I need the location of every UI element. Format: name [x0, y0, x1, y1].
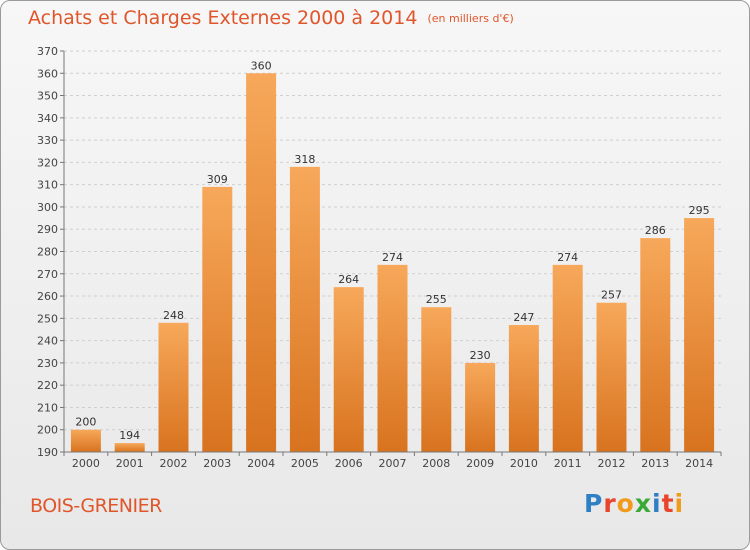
bar-value-label: 248: [163, 309, 184, 322]
bar-2007: [377, 264, 408, 452]
x-tick-label: 2002: [160, 457, 188, 470]
y-tick-label: 360: [37, 67, 58, 80]
bar-value-label: 318: [294, 153, 315, 166]
chart-subtitle: (en milliers d'€): [427, 12, 514, 25]
y-tick-label: 300: [37, 201, 58, 214]
y-tick-label: 290: [37, 223, 58, 236]
bar-value-label: 200: [75, 416, 96, 429]
logo-letter: r: [603, 489, 617, 518]
bar-value-label: 286: [645, 224, 666, 237]
bar-2006: [333, 287, 364, 452]
x-tick-label: 2006: [335, 457, 363, 470]
x-tick-label: 2001: [116, 457, 144, 470]
bar-2002: [158, 322, 189, 452]
y-tick-label: 310: [37, 179, 58, 192]
y-tick-label: 270: [37, 268, 58, 281]
x-tick-label: 2013: [641, 457, 669, 470]
x-tick-label: 2008: [422, 457, 450, 470]
y-tick-label: 200: [37, 424, 58, 437]
y-tick-label: 260: [37, 290, 58, 303]
bar-2011: [552, 264, 583, 452]
bar-2014: [684, 218, 715, 452]
bar-2000: [70, 429, 101, 452]
logo-letter: x: [634, 489, 652, 518]
bar-2001: [114, 443, 145, 452]
x-tick-label: 2005: [291, 457, 319, 470]
logo-letter: t: [661, 489, 675, 518]
x-tick-label: 2014: [685, 457, 713, 470]
bar-value-label: 309: [207, 173, 228, 186]
logo-letter: i: [674, 489, 685, 518]
chart-title: Achats et Charges Externes 2000 à 2014 (e…: [28, 7, 514, 29]
town-name: BOIS-GRENIER: [30, 495, 162, 517]
x-tick-label: 2000: [72, 457, 100, 470]
bar-2005: [289, 166, 320, 452]
bar-value-label: 360: [251, 59, 272, 72]
logo-letter: P: [584, 489, 604, 518]
bar-2008: [421, 307, 452, 452]
bar-value-label: 274: [557, 251, 578, 264]
y-tick-label: 370: [37, 45, 58, 58]
x-tick-label: 2009: [466, 457, 494, 470]
y-tick-label: 240: [37, 335, 58, 348]
y-tick-label: 230: [37, 357, 58, 370]
proxiti-logo: Proxiti: [584, 489, 684, 518]
bar-value-label: 194: [119, 429, 140, 442]
bar-value-label: 230: [470, 349, 491, 362]
x-tick-label: 2007: [379, 457, 407, 470]
axes: 190 200 210 220 230 240 250 260 270 280 290 300 310 3…: [37, 45, 722, 470]
y-tick-label: 220: [37, 379, 58, 392]
y-tick-label: 250: [37, 312, 58, 325]
x-tick-label: 2010: [510, 457, 538, 470]
y-tick-label: 320: [37, 156, 58, 169]
logo-letter: i: [652, 489, 662, 518]
y-tick-label: 330: [37, 134, 58, 147]
bar-value-label: 274: [382, 251, 403, 264]
logo-letter: o: [616, 489, 635, 518]
bar-value-label: 295: [689, 204, 710, 217]
bar-2012: [596, 302, 627, 452]
bar-value-label: 257: [601, 289, 622, 302]
y-tick-label: 340: [37, 112, 58, 125]
bar-2009: [465, 362, 496, 452]
x-tick-label: 2011: [554, 457, 582, 470]
x-tick-label: 2004: [247, 457, 275, 470]
bar-2004: [246, 73, 277, 453]
bars: 200 194 248 309 360 318 264 274 255 230 247 274 257 2…: [70, 59, 715, 453]
bar-2003: [202, 186, 233, 452]
y-tick-label: 190: [37, 446, 58, 459]
bar-value-label: 255: [426, 293, 447, 306]
bar-value-label: 247: [513, 311, 534, 324]
y-tick-label: 280: [37, 246, 58, 259]
x-tick-label: 2012: [598, 457, 626, 470]
bar-2010: [508, 325, 539, 452]
x-tick-label: 2003: [203, 457, 231, 470]
y-tick-label: 350: [37, 90, 58, 103]
y-tick-label: 210: [37, 401, 58, 414]
bar-value-label: 264: [338, 273, 359, 286]
bar-2013: [640, 238, 671, 452]
chart-title-text: Achats et Charges Externes 2000 à 2014: [28, 7, 418, 29]
